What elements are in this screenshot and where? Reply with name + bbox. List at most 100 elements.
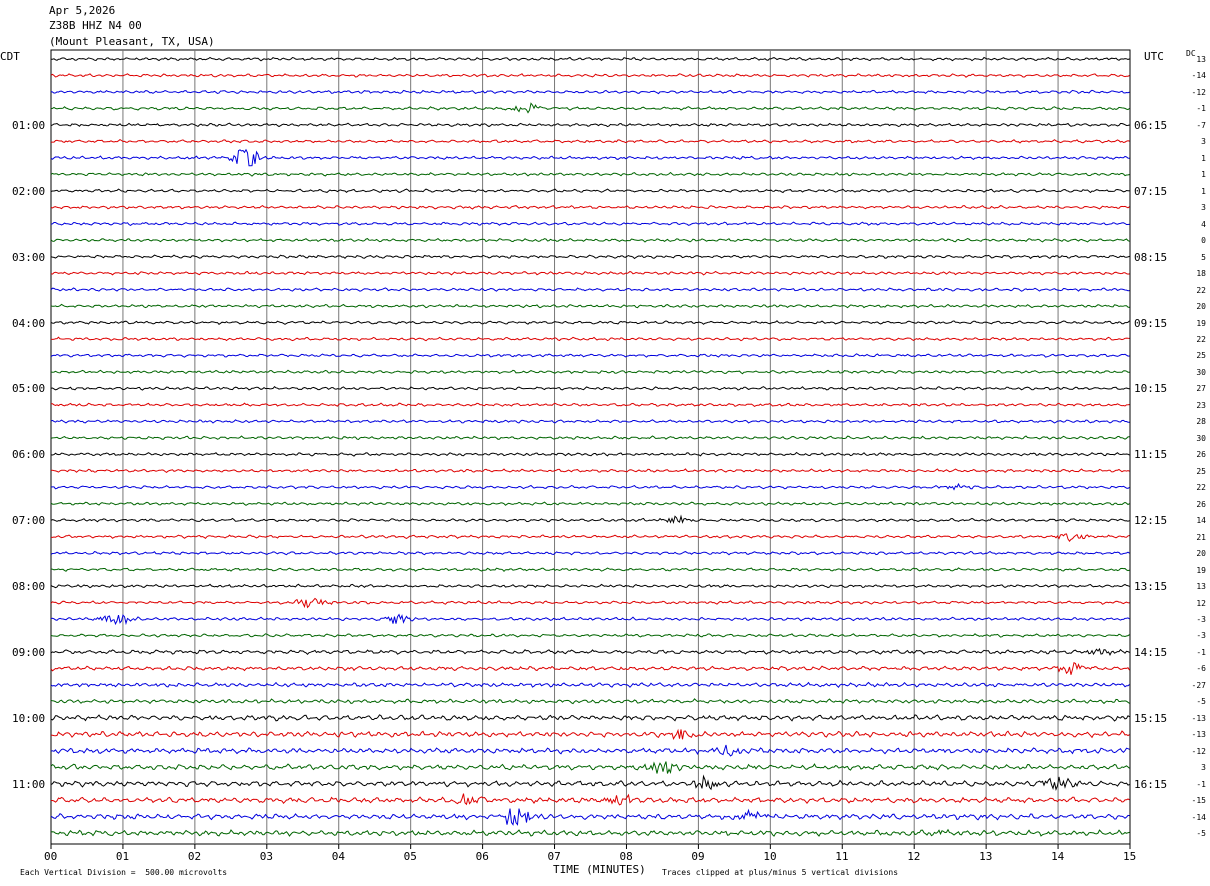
dc-offset-label: 18 <box>1196 269 1206 279</box>
dc-offset-label: 3 <box>1201 203 1206 213</box>
seismic-trace-16 <box>50 320 1130 325</box>
seismic-trace-47 <box>50 828 1130 837</box>
x-tick-label: 15 <box>1123 850 1137 863</box>
seismic-trace-14 <box>50 287 1130 292</box>
seismic-trace-31 <box>50 567 1130 573</box>
dc-offset-label: -12 <box>1191 746 1206 756</box>
dc-offset-label: -27 <box>1191 680 1206 690</box>
date-label: Apr 5,2026 <box>49 4 116 17</box>
seismic-trace-42 <box>50 744 1130 757</box>
seismic-trace-3 <box>50 102 1130 114</box>
right-hour-label: 06:15 <box>1134 118 1168 132</box>
right-hour-label: 09:15 <box>1134 316 1168 330</box>
seismic-trace-35 <box>50 633 1130 638</box>
dc-offset-label: 25 <box>1196 351 1206 361</box>
seismic-trace-20 <box>50 386 1130 391</box>
seismic-trace-18 <box>50 353 1130 358</box>
dc-offset-label: 21 <box>1196 532 1206 542</box>
left-hour-label: 10:00 <box>12 711 46 725</box>
seismic-trace-5 <box>50 138 1130 144</box>
x-tick-label: 10 <box>763 850 777 863</box>
dc-offset-label: 5 <box>1201 252 1206 262</box>
dc-offset-label: -3 <box>1196 614 1206 624</box>
seismic-trace-24 <box>50 451 1130 457</box>
seismic-trace-21 <box>50 402 1130 408</box>
x-tick-label: 05 <box>403 850 417 863</box>
left-hour-label: 09:00 <box>12 645 46 659</box>
left-hour-label: 02:00 <box>12 184 46 198</box>
dc-offset-label: -14 <box>1191 71 1206 81</box>
dc-offset-header: DC <box>1186 49 1196 58</box>
x-tick-label: 07 <box>547 850 561 863</box>
dc-offset-label: 19 <box>1196 318 1206 328</box>
seismic-trace-43 <box>50 761 1130 774</box>
dc-offset-label: 19 <box>1196 565 1206 575</box>
right-hour-label: 08:15 <box>1134 250 1168 264</box>
seismic-trace-32 <box>50 583 1130 589</box>
dc-offset-label: -7 <box>1196 120 1206 130</box>
seismic-trace-40 <box>50 714 1130 722</box>
seismic-trace-1 <box>50 73 1130 78</box>
x-tick-label: 14 <box>1051 850 1065 863</box>
left-hour-label: 04:00 <box>12 316 46 330</box>
seismic-trace-29 <box>50 533 1130 543</box>
seismic-trace-34 <box>50 613 1130 626</box>
dc-offset-label: 23 <box>1196 400 1206 410</box>
seismic-trace-22 <box>50 419 1130 424</box>
dc-offset-label: 26 <box>1196 450 1206 460</box>
left-timezone-label: CDT <box>0 50 20 63</box>
dc-offset-label: -6 <box>1196 664 1206 674</box>
seismic-trace-41 <box>50 728 1130 740</box>
scale-note: Each Vertical Division = 500.00 microvol… <box>20 868 228 877</box>
dc-offset-label: -3 <box>1196 631 1206 641</box>
plot-frame <box>50 49 1131 845</box>
x-tick-label: 02 <box>187 850 202 863</box>
right-hour-label: 16:15 <box>1134 777 1168 791</box>
dc-offset-label: 0 <box>1201 236 1206 246</box>
right-hour-label: 12:15 <box>1134 514 1168 528</box>
x-axis-ticks <box>50 844 1131 849</box>
seismic-trace-46 <box>50 808 1130 826</box>
seismic-trace-10 <box>50 221 1130 226</box>
dc-offset-label: -1 <box>1196 779 1206 789</box>
left-hour-label: 03:00 <box>12 250 46 264</box>
seismic-traces <box>50 56 1130 837</box>
x-axis-title: TIME (MINUTES) <box>553 863 646 876</box>
dc-offset-label: -15 <box>1191 796 1206 806</box>
dc-offset-label: 13 <box>1196 582 1206 592</box>
seismic-trace-23 <box>50 435 1130 441</box>
x-tick-label: 00 <box>44 850 58 863</box>
dc-offset-label: 3 <box>1201 137 1206 147</box>
seismic-trace-7 <box>50 171 1130 177</box>
seismic-trace-2 <box>50 89 1130 95</box>
right-hour-label: 15:15 <box>1134 711 1168 725</box>
dc-offset-label: 26 <box>1196 499 1206 509</box>
seismic-trace-28 <box>50 514 1130 525</box>
dc-offset-label: 1 <box>1201 170 1206 180</box>
right-hour-label: 14:15 <box>1134 645 1168 659</box>
seismic-trace-26 <box>50 482 1130 491</box>
left-hour-label: 06:00 <box>12 448 46 462</box>
right-hour-label: 11:15 <box>1134 448 1168 462</box>
seismic-trace-11 <box>50 237 1130 243</box>
dc-offset-label: -5 <box>1196 829 1206 839</box>
dc-offset-label: -13 <box>1191 730 1206 740</box>
seismic-trace-17 <box>50 336 1130 342</box>
seismic-trace-39 <box>50 698 1130 705</box>
dc-offset-label: 27 <box>1196 384 1206 394</box>
dc-offset-label: -14 <box>1191 812 1206 822</box>
right-hour-label: 13:15 <box>1134 580 1168 594</box>
seismic-trace-12 <box>50 254 1130 260</box>
seismic-trace-9 <box>50 204 1130 210</box>
left-hour-label: 01:00 <box>12 118 46 132</box>
dc-offset-label: 28 <box>1196 417 1206 427</box>
x-tick-label: 03 <box>259 850 274 863</box>
seismic-trace-19 <box>50 369 1130 375</box>
seismic-trace-15 <box>50 303 1130 309</box>
seismic-trace-6 <box>50 148 1130 167</box>
dc-offset-label: -13 <box>1191 713 1206 723</box>
dc-offset-label: 1 <box>1201 153 1206 163</box>
seismic-trace-13 <box>50 270 1130 276</box>
right-hour-label: 07:15 <box>1134 184 1168 198</box>
location-label: (Mount Pleasant, TX, USA) <box>49 35 215 48</box>
